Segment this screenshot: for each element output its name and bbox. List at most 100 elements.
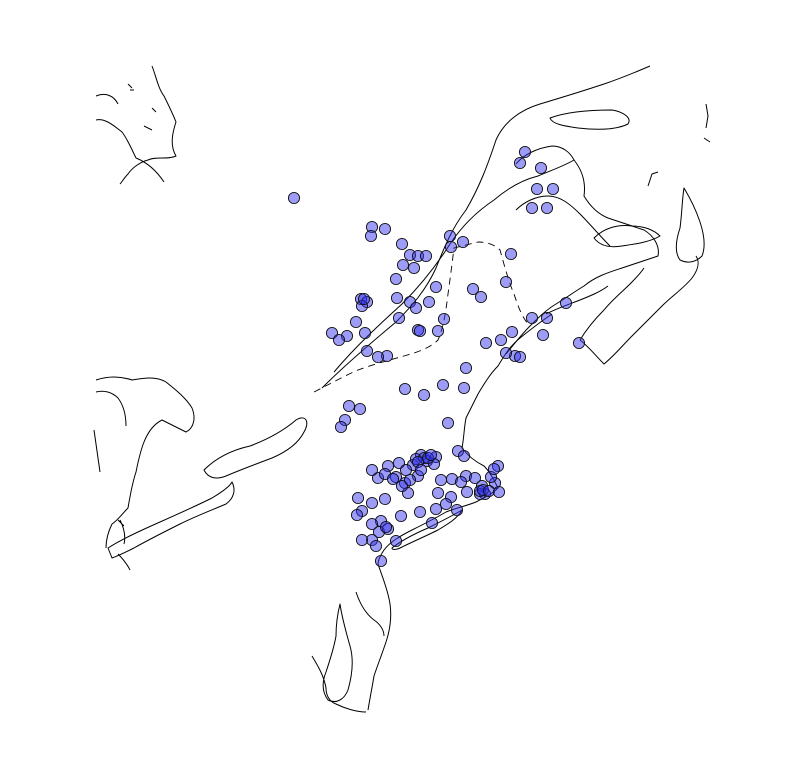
observation-point — [499, 346, 513, 360]
observation-point — [364, 229, 378, 243]
observation-point — [360, 344, 374, 358]
observation-point — [419, 249, 433, 263]
observation-point — [371, 350, 385, 364]
observation-point — [422, 295, 436, 309]
observation-point — [460, 485, 474, 499]
observation-point — [411, 323, 425, 337]
observation-point — [287, 191, 301, 205]
observation-point — [525, 201, 539, 215]
coastline-lake-ontario — [203, 417, 308, 479]
observation-point — [540, 311, 554, 325]
observation-point — [390, 291, 404, 305]
observation-point — [525, 311, 539, 325]
observation-point — [378, 222, 392, 236]
observation-point — [437, 312, 451, 326]
observation-point — [513, 350, 527, 364]
observation-point — [355, 533, 369, 547]
observation-point — [436, 378, 450, 392]
observation-point — [365, 517, 379, 531]
observation-point — [369, 539, 383, 553]
observation-point — [399, 463, 413, 477]
observation-point — [474, 290, 488, 304]
observation-point — [572, 336, 586, 350]
observation-point — [403, 473, 417, 487]
observation-point — [429, 280, 443, 294]
observation-point — [350, 508, 364, 522]
observation-point — [441, 416, 455, 430]
observation-point — [457, 381, 471, 395]
coastline-nova-scotia — [579, 255, 699, 365]
coastline-lake-huron — [93, 376, 195, 525]
observation-point — [505, 325, 519, 339]
coastline-gaspe-nb — [505, 159, 659, 355]
observation-point — [450, 503, 464, 517]
observation-point — [351, 491, 365, 505]
observation-point — [380, 349, 394, 363]
observation-point — [392, 311, 406, 325]
observation-point — [407, 261, 421, 275]
observation-point — [459, 361, 473, 375]
observation-point — [559, 296, 573, 310]
coastline-james-bay — [95, 65, 177, 185]
observation-point — [456, 235, 470, 249]
observation-points — [287, 145, 586, 568]
observation-point — [396, 258, 410, 272]
observation-point — [365, 496, 379, 510]
observation-point — [429, 502, 443, 516]
coastline-st-lawrence-south — [333, 145, 611, 373]
observation-point — [386, 472, 400, 486]
observation-point — [546, 182, 560, 196]
observation-point — [349, 315, 363, 329]
observation-point — [492, 485, 506, 499]
observation-point — [454, 475, 468, 489]
coastline-long-island — [391, 509, 463, 550]
observation-point — [409, 301, 423, 315]
observation-point — [487, 462, 501, 476]
observation-point — [504, 247, 518, 261]
observation-point — [338, 413, 352, 427]
observation-point — [431, 324, 445, 338]
observation-point — [439, 497, 453, 511]
coastline-fundy — [545, 285, 609, 315]
observation-point — [494, 333, 508, 347]
observation-point — [379, 520, 393, 534]
coastline-new-england — [377, 313, 553, 565]
observation-point — [518, 145, 532, 159]
coastline-anticosti — [549, 109, 630, 130]
observation-point — [466, 282, 480, 296]
observation-point — [508, 349, 522, 363]
observation-point — [413, 324, 427, 338]
observation-point — [371, 471, 385, 485]
observation-point — [365, 463, 379, 477]
observation-point — [389, 534, 403, 548]
observation-point — [395, 237, 409, 251]
observation-point — [434, 473, 448, 487]
observation-point — [332, 333, 346, 347]
observation-point — [431, 486, 445, 500]
observation-point — [534, 161, 548, 175]
observation-point — [365, 220, 379, 234]
observation-point — [457, 449, 471, 463]
observation-point — [398, 382, 412, 396]
observation-point — [499, 275, 513, 289]
observation-point — [417, 451, 431, 465]
coastline-lake-erie — [107, 481, 235, 559]
observation-point — [536, 328, 550, 342]
observation-point — [355, 299, 369, 313]
observation-point — [374, 554, 388, 568]
observation-point — [365, 533, 379, 547]
observation-point — [513, 156, 527, 170]
coastline-st-lawrence-north — [321, 65, 651, 389]
observation-point — [425, 516, 439, 530]
observation-point — [479, 336, 493, 350]
observation-point — [444, 240, 458, 254]
observation-point — [540, 201, 554, 215]
observation-point — [358, 326, 372, 340]
observation-point — [334, 420, 348, 434]
coastline-cape-breton — [647, 103, 711, 263]
observation-point — [468, 471, 482, 485]
observation-point — [443, 229, 457, 243]
observation-point — [414, 463, 428, 477]
observation-point — [413, 505, 427, 519]
